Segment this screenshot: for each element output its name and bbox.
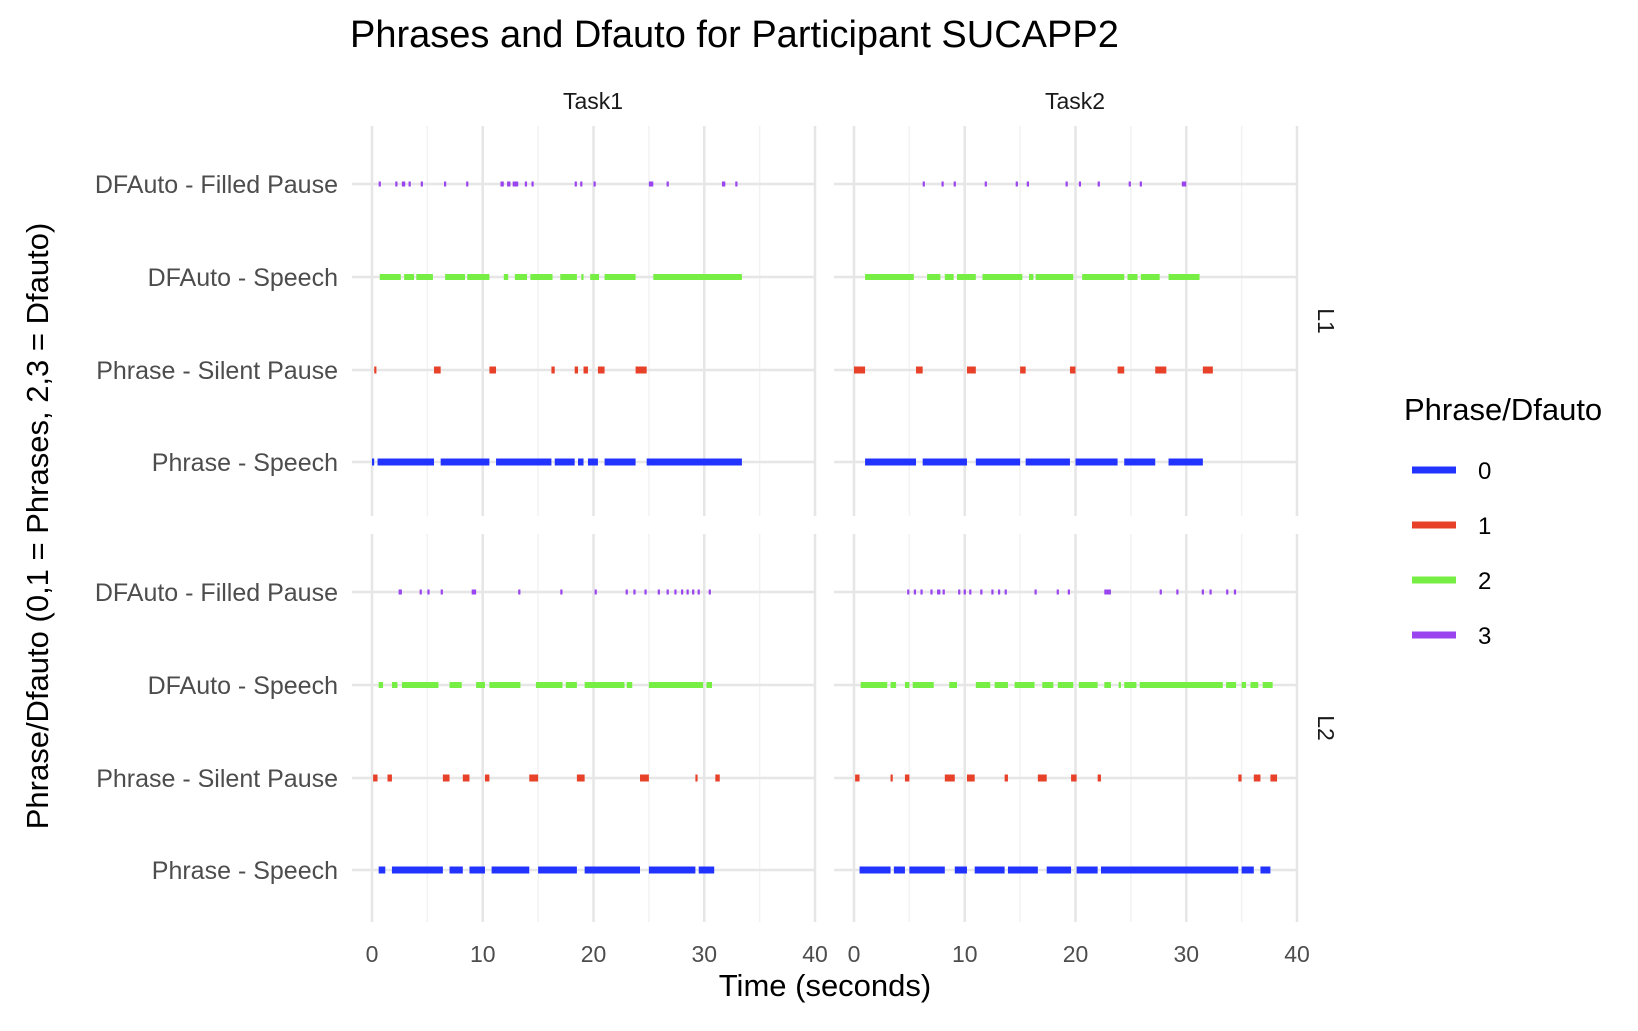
legend-label: 2 — [1478, 568, 1491, 595]
y-category-label: DFAuto - Speech — [148, 264, 338, 292]
facet-row-label: L2 — [1313, 715, 1339, 741]
facet-row-label: L1 — [1313, 308, 1339, 334]
x-tick-label: 40 — [1284, 941, 1310, 967]
legend-label: 3 — [1478, 623, 1491, 650]
y-category-label: Phrase - Silent Pause — [96, 765, 338, 793]
y-category-label: Phrase - Speech — [152, 857, 338, 885]
y-category-label: DFAuto - Filled Pause — [95, 171, 338, 199]
chart-title: Phrases and Dfauto for Participant SUCAP… — [350, 14, 1119, 56]
legend-label: 1 — [1478, 513, 1491, 540]
facet-col-label: Task1 — [563, 88, 623, 114]
legend-label: 0 — [1478, 458, 1491, 485]
y-axis-title: Phrase/Dfauto (0,1 = Phrases, 2,3 = Dfau… — [20, 223, 55, 830]
x-tick-label: 20 — [581, 941, 607, 967]
y-category-label: Phrase - Silent Pause — [96, 357, 338, 385]
facet-panels: Task1 Task2 L1 L2 DFAuto - Filled Pause DFAut… — [95, 88, 1339, 967]
x-axis-title: Time (seconds) — [719, 968, 931, 1003]
legend-title: Phrase/Dfauto — [1404, 392, 1602, 427]
y-category-label: DFAuto - Filled Pause — [95, 579, 338, 607]
y-category-label: Phrase - Speech — [152, 449, 338, 477]
x-tick-label: 40 — [802, 941, 828, 967]
y-category-label: DFAuto - Speech — [148, 672, 338, 700]
facet-col-label: Task2 — [1045, 88, 1105, 114]
x-tick-label: 20 — [1063, 941, 1089, 967]
x-tick-label: 10 — [952, 941, 978, 967]
x-tick-label: 30 — [1173, 941, 1199, 967]
x-tick-label: 10 — [470, 941, 496, 967]
x-tick-label: 0 — [848, 941, 861, 967]
x-tick-label: 30 — [691, 941, 717, 967]
legend: 0 1 2 3 — [1412, 458, 1491, 650]
x-tick-label: 0 — [366, 941, 379, 967]
